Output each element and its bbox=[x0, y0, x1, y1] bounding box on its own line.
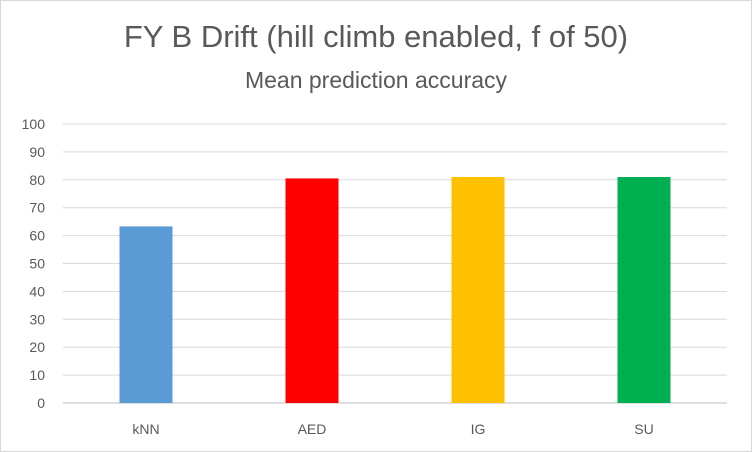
bar-ig bbox=[451, 177, 505, 403]
y-tick-label: 70 bbox=[29, 200, 45, 216]
bars bbox=[119, 177, 671, 403]
x-tick-label: kNN bbox=[132, 421, 159, 437]
y-tick-label: 80 bbox=[29, 172, 45, 188]
bar-knn bbox=[119, 226, 173, 403]
y-tick-label: 60 bbox=[29, 228, 45, 244]
y-tick-label: 50 bbox=[29, 256, 45, 272]
y-tick-label: 10 bbox=[29, 367, 45, 383]
bar-aed bbox=[285, 178, 339, 403]
y-tick-label: 0 bbox=[37, 395, 45, 411]
y-tick-label: 100 bbox=[22, 116, 46, 132]
y-axis-ticks: 0 10 20 30 40 50 60 70 80 90 100 bbox=[22, 116, 46, 411]
x-tick-label: SU bbox=[634, 421, 653, 437]
x-axis-labels: kNN AED IG SU bbox=[132, 421, 653, 437]
bar-su bbox=[617, 177, 671, 403]
chart-subtitle: Mean prediction accuracy bbox=[244, 67, 508, 93]
x-tick-label: IG bbox=[471, 421, 486, 437]
y-tick-label: 90 bbox=[29, 144, 45, 160]
x-tick-label: AED bbox=[298, 421, 327, 437]
gridlines bbox=[63, 123, 727, 404]
chart-title: FY B Drift (hill climb enabled, f of 50) bbox=[123, 19, 629, 54]
y-tick-label: 40 bbox=[29, 283, 45, 299]
y-tick-label: 30 bbox=[29, 311, 45, 327]
y-tick-label: 20 bbox=[29, 339, 45, 355]
